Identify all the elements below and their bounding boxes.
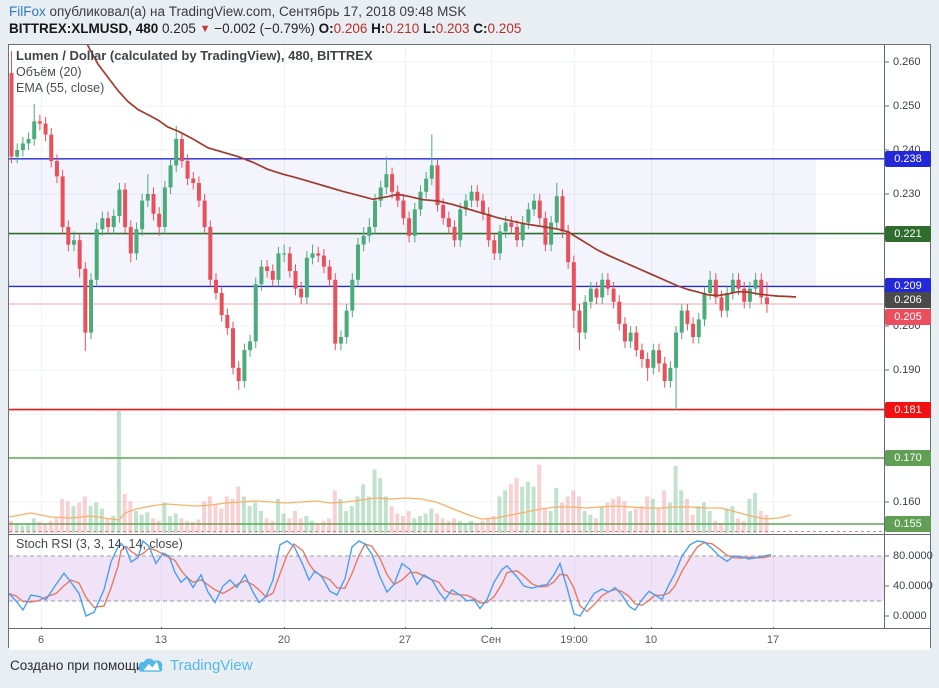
stoch-rsi-study-label[interactable]: Stoch RSI (3, 3, 14, 14, close) xyxy=(16,537,183,551)
open-value: 0.206 xyxy=(333,21,368,36)
time-tick-label: 20 xyxy=(277,634,291,646)
price-level-badge: 0.238 xyxy=(885,150,931,167)
open-label: O: xyxy=(318,21,334,36)
chart-widget[interactable]: Lumen / Dollar (calculated by TradingVie… xyxy=(8,44,933,650)
price-pane[interactable] xyxy=(9,45,884,533)
time-tick-label: 10 xyxy=(644,634,658,646)
stoch-tick-label: 40.0000 xyxy=(893,580,933,592)
price-level-badge: 0.209 xyxy=(885,278,931,295)
symbol-info-bar: BITTREX:XLMUSD, 480 0.205 ▼ −0.002 (−0.7… xyxy=(9,21,521,36)
candles xyxy=(9,51,769,411)
price-level-badge: 0.221 xyxy=(885,225,931,242)
gridlines xyxy=(9,45,884,628)
attribution-footer: Создано при помощи TradingView xyxy=(0,648,939,688)
volume-ma-line xyxy=(9,497,792,521)
symbol-name[interactable]: BITTREX:XLMUSD, 480 xyxy=(9,21,159,36)
price-level-badge: 0.170 xyxy=(885,450,931,466)
stoch-rsi-pane[interactable] xyxy=(9,539,884,617)
time-tick-label: 6 xyxy=(37,634,45,646)
stoch-tick-label: 0.0000 xyxy=(893,610,927,622)
tradingview-brand-link[interactable]: TradingView xyxy=(170,657,253,674)
time-tick-label: 17 xyxy=(766,634,780,646)
stoch-k-line xyxy=(9,539,772,617)
tradingview-logo-icon[interactable] xyxy=(138,657,164,680)
time-tick-label: 13 xyxy=(154,634,168,646)
close-label: C: xyxy=(473,21,488,36)
price-change: −0.002 (−0.79%) xyxy=(214,21,315,36)
price-tick-label: 0.260 xyxy=(893,56,921,68)
close-value: 0.205 xyxy=(487,21,522,36)
price-down-icon: ▼ xyxy=(199,23,211,35)
price-tick-label: 0.250 xyxy=(893,100,921,112)
low-label: L: xyxy=(422,21,436,36)
candlestick-chart-canvas[interactable] xyxy=(9,45,930,628)
high-label: H: xyxy=(371,21,386,36)
price-tick-label: 0.230 xyxy=(893,188,921,200)
price-level-badge: 0.181 xyxy=(885,401,931,418)
time-axis[interactable] xyxy=(9,628,930,650)
created-with-text: Создано при помощи xyxy=(10,658,144,673)
author-link[interactable]: FilFox xyxy=(9,4,46,19)
time-tick-label: Сен xyxy=(480,634,502,646)
low-value: 0.203 xyxy=(435,21,470,36)
last-price: 0.205 xyxy=(162,21,196,36)
stoch-tick-label: 80.0000 xyxy=(893,550,933,562)
price-tick-label: 0.190 xyxy=(893,364,921,376)
price-level-badge: 0.205 xyxy=(885,308,931,325)
price-level-badge: 0.155 xyxy=(885,516,931,532)
time-tick-label: 19:00 xyxy=(560,634,588,646)
high-value: 0.210 xyxy=(385,21,420,36)
published-text: опубликовал(а) на TradingView.com, Сентя… xyxy=(45,4,467,19)
ema-line xyxy=(86,45,797,298)
price-level-badge: 0.206 xyxy=(885,291,931,308)
time-tick-label: 27 xyxy=(398,634,412,646)
share-header: FilFox опубликовал(а) на TradingView.com… xyxy=(9,4,466,19)
price-tick-label: 0.160 xyxy=(893,496,921,508)
